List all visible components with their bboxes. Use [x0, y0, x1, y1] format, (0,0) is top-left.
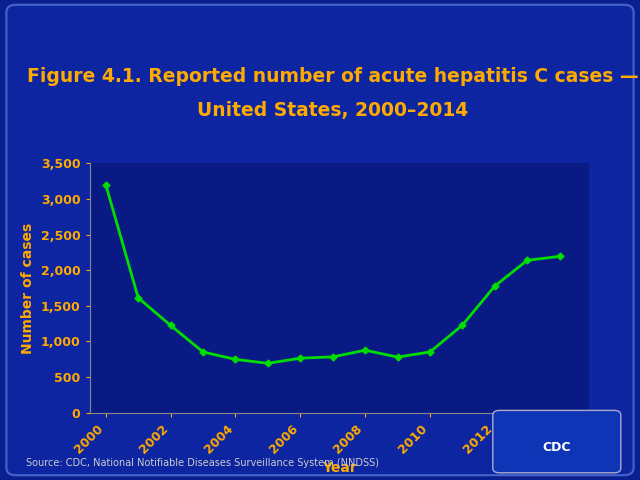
Text: Figure 4.1. Reported number of acute hepatitis C cases —: Figure 4.1. Reported number of acute hep… — [27, 67, 639, 86]
Text: CDC: CDC — [543, 441, 571, 454]
Text: United States, 2000–2014: United States, 2000–2014 — [197, 101, 468, 120]
Text: Source: CDC, National Notifiable Diseases Surveillance System (NNDSS): Source: CDC, National Notifiable Disease… — [26, 458, 379, 468]
Y-axis label: Number of cases: Number of cases — [21, 222, 35, 354]
X-axis label: Year: Year — [322, 461, 356, 475]
